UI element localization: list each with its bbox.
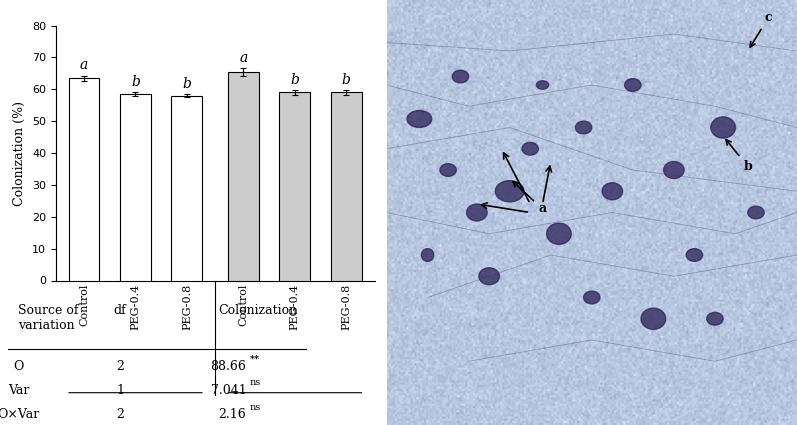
Text: **: ** bbox=[250, 354, 260, 363]
Ellipse shape bbox=[495, 181, 524, 202]
Ellipse shape bbox=[440, 164, 457, 176]
Text: ns: ns bbox=[250, 378, 261, 388]
Text: 2.16: 2.16 bbox=[218, 408, 246, 421]
Bar bbox=[171, 96, 202, 280]
Text: b: b bbox=[183, 77, 191, 91]
Text: Var: Var bbox=[8, 384, 29, 397]
Text: b: b bbox=[342, 73, 351, 87]
Text: df: df bbox=[114, 304, 127, 317]
Ellipse shape bbox=[641, 308, 665, 329]
Ellipse shape bbox=[748, 206, 764, 219]
Bar bbox=[120, 94, 151, 280]
Text: O: O bbox=[14, 360, 24, 373]
Ellipse shape bbox=[547, 223, 571, 244]
Bar bbox=[280, 93, 310, 280]
Ellipse shape bbox=[522, 142, 539, 155]
Ellipse shape bbox=[583, 291, 600, 304]
Ellipse shape bbox=[664, 162, 684, 178]
Bar bbox=[69, 78, 100, 280]
Text: a: a bbox=[513, 181, 547, 215]
Text: 1: 1 bbox=[116, 384, 124, 397]
Text: b: b bbox=[131, 75, 140, 89]
Text: ns: ns bbox=[250, 402, 261, 412]
Ellipse shape bbox=[407, 110, 432, 128]
Ellipse shape bbox=[422, 249, 434, 261]
Text: 7.041: 7.041 bbox=[210, 384, 246, 397]
Text: 2: 2 bbox=[116, 360, 124, 373]
Text: Source of
variation: Source of variation bbox=[18, 304, 79, 332]
Text: O×Var: O×Var bbox=[0, 408, 40, 421]
Text: Colonization: Colonization bbox=[218, 304, 297, 317]
Ellipse shape bbox=[452, 70, 469, 83]
Text: b: b bbox=[726, 139, 752, 173]
Text: b: b bbox=[290, 73, 300, 87]
Ellipse shape bbox=[711, 117, 736, 138]
Ellipse shape bbox=[536, 81, 548, 89]
Text: c: c bbox=[750, 11, 772, 47]
Ellipse shape bbox=[686, 249, 703, 261]
Ellipse shape bbox=[625, 79, 641, 91]
Ellipse shape bbox=[479, 268, 500, 285]
Ellipse shape bbox=[575, 121, 591, 134]
Text: a: a bbox=[80, 58, 88, 72]
Ellipse shape bbox=[602, 183, 622, 200]
Ellipse shape bbox=[466, 204, 487, 221]
Text: 2: 2 bbox=[116, 408, 124, 421]
Bar bbox=[331, 93, 362, 280]
Y-axis label: Colonization (%): Colonization (%) bbox=[14, 100, 26, 206]
Ellipse shape bbox=[707, 312, 723, 325]
Text: a: a bbox=[239, 51, 248, 65]
Text: 88.66: 88.66 bbox=[210, 360, 246, 373]
Bar bbox=[228, 72, 259, 280]
